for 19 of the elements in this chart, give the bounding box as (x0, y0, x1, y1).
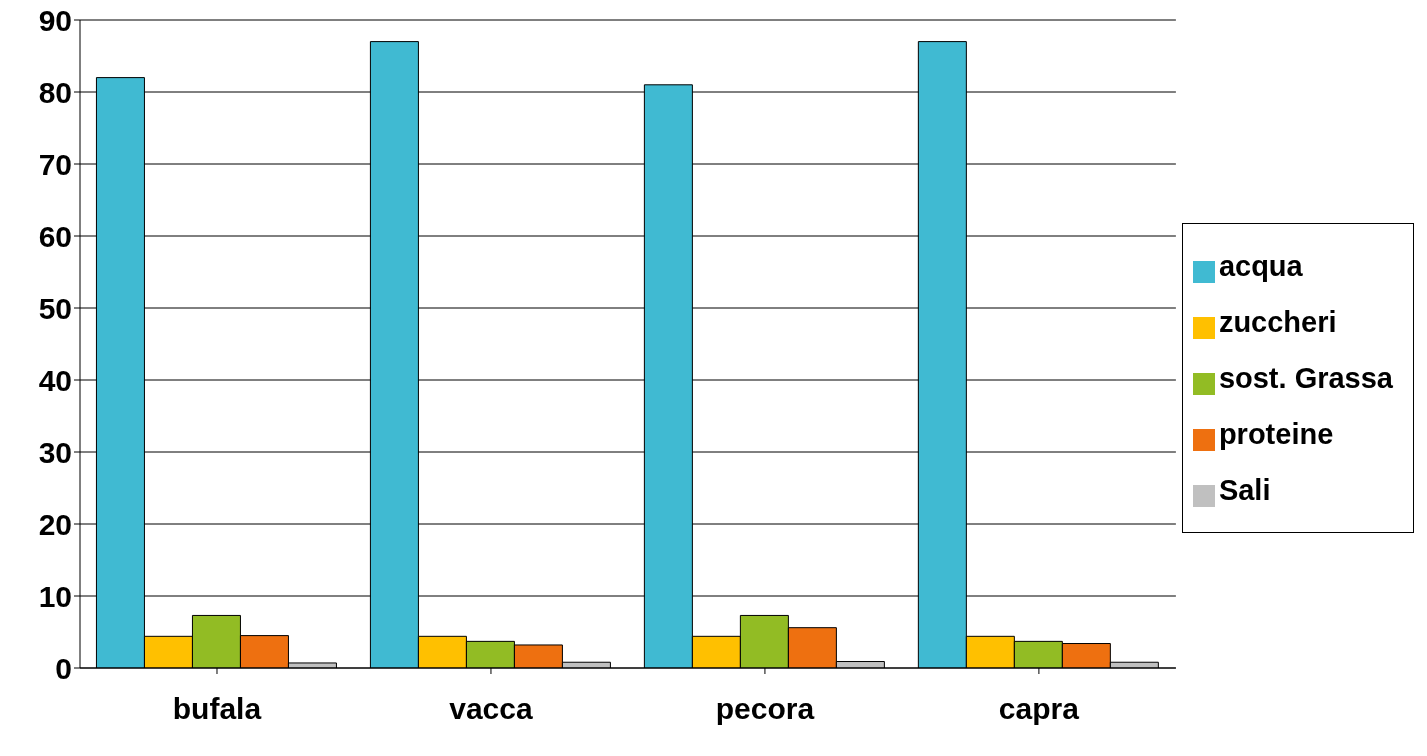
y-tick-label: 70 (38, 147, 72, 181)
legend-label: zuccheri (1218, 306, 1337, 338)
x-tick-label: bufala (172, 692, 262, 726)
y-tick-label: 20 (38, 507, 72, 541)
y-tick-label: 80 (38, 75, 72, 109)
legend-label: sost. Grassa (1218, 362, 1393, 394)
y-tick-label: 40 (38, 363, 72, 397)
x-tick-label: capra (998, 692, 1080, 726)
y-tick-label: 90 (38, 3, 72, 37)
legend-label: Sali (1218, 474, 1271, 506)
x-tick-label: pecora (715, 692, 815, 726)
y-tick-label: 30 (38, 435, 72, 469)
legend-label: proteine (1218, 418, 1334, 450)
y-tick-label: 50 (38, 291, 72, 325)
y-tick-label: 10 (38, 579, 72, 613)
y-tick-label: 0 (55, 651, 72, 685)
y-tick-label: 60 (38, 219, 72, 253)
x-tick-label: vacca (449, 692, 533, 726)
legend-label: acqua (1218, 250, 1303, 282)
